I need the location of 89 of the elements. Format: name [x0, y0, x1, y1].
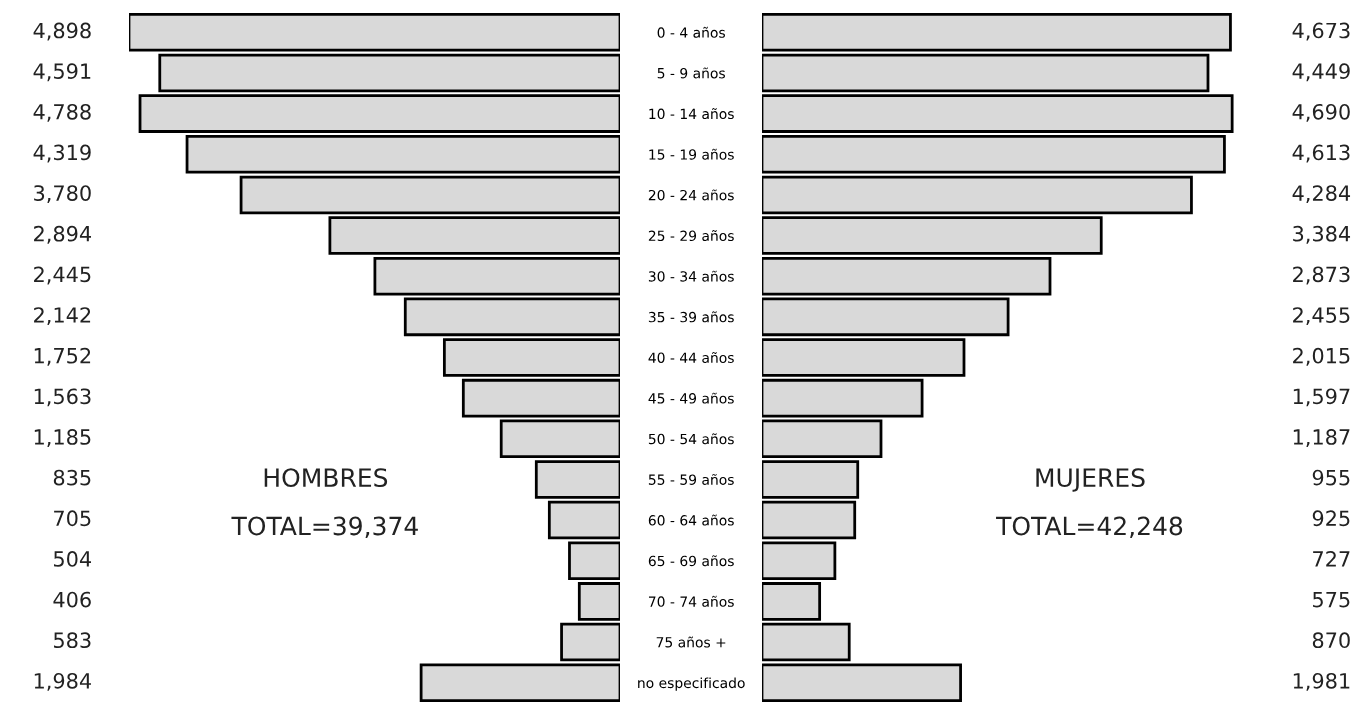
bar [762, 541, 837, 581]
annotation: HOMBRES [264, 468, 388, 488]
data-label: 1,185 [34, 429, 91, 447]
bar [534, 460, 620, 499]
bar [499, 419, 620, 459]
bar [762, 134, 1226, 174]
bar [185, 134, 620, 174]
y-tick-label: 45 - 49 años [648, 392, 734, 404]
data-label: 1,752 [34, 347, 91, 366]
data-label: 2,873 [1293, 266, 1350, 285]
data-label: 2,455 [1293, 307, 1350, 326]
data-label: 4,613 [1292, 144, 1350, 163]
bar [547, 500, 620, 540]
data-label: 3,384 [1293, 225, 1351, 244]
bar [461, 378, 620, 418]
bar [403, 297, 620, 337]
bar [762, 13, 1232, 52]
y-tick-label: 60 - 64 años [648, 514, 734, 526]
data-label: 705 [54, 510, 91, 527]
annotation: TOTAL=42,248 [996, 516, 1183, 538]
y-tick-label: 35 - 39 años [648, 311, 734, 323]
data-label: 504 [54, 551, 92, 567]
data-label: 2,894 [34, 225, 92, 244]
y-tick-label: 65 - 69 años [648, 555, 734, 567]
y-tick-label: 70 - 74 años [648, 595, 734, 607]
bar [762, 419, 883, 459]
bar [577, 582, 620, 621]
data-label: 1,187 [1293, 429, 1350, 447]
bar [762, 94, 1234, 133]
bar [560, 622, 620, 662]
data-label: 1,563 [34, 388, 91, 407]
bar [373, 256, 620, 296]
bar [762, 460, 860, 499]
y-tick-label: 30 - 34 años [648, 270, 734, 282]
bar [762, 53, 1210, 93]
data-label: 2,015 [1293, 347, 1350, 366]
bar [158, 53, 620, 93]
data-label: 4,284 [1292, 185, 1351, 204]
bar [762, 338, 966, 377]
bar [239, 175, 620, 215]
data-label: 4,788 [33, 103, 91, 122]
bar [762, 378, 924, 418]
bar [568, 541, 620, 581]
bar [762, 582, 822, 621]
bar [138, 94, 620, 133]
data-label: 2,445 [34, 266, 91, 285]
data-label: 406 [53, 591, 91, 608]
y-tick-label: 20 - 24 años [648, 189, 734, 201]
bar [328, 216, 620, 255]
y-tick-label: no especificado [638, 677, 745, 691]
annotation: TOTAL=39,374 [231, 516, 418, 538]
y-tick-label: 40 - 44 años [648, 351, 734, 363]
bar [419, 663, 620, 702]
data-label: 583 [54, 632, 91, 649]
y-tick-label: 5 - 9 años [657, 67, 725, 79]
data-label: 727 [1313, 551, 1350, 567]
data-label: 2,142 [34, 307, 91, 326]
data-label: 575 [1313, 591, 1350, 608]
bar [762, 256, 1052, 296]
data-label: 4,673 [1292, 22, 1350, 41]
data-label: 4,319 [33, 144, 91, 163]
y-tick-label: 15 - 19 años [649, 148, 734, 160]
y-tick-label: 0 - 4 años [657, 26, 725, 38]
data-label: 835 [53, 469, 91, 486]
bar [762, 216, 1103, 255]
data-label: 4,690 [1292, 103, 1350, 122]
data-label: 4,591 [33, 63, 91, 82]
annotation: MUJERES [1036, 468, 1145, 492]
data-label: 4,449 [1292, 63, 1350, 82]
data-label: 1,981 [1293, 672, 1350, 691]
data-label: 4,898 [33, 22, 91, 41]
data-label: 925 [1312, 510, 1350, 527]
bar [762, 175, 1193, 215]
data-label: 1,597 [1293, 388, 1350, 407]
bar [762, 622, 851, 662]
data-label: 3,780 [34, 185, 91, 204]
y-tick-label: 50 - 54 años [648, 433, 734, 445]
bar [762, 297, 1010, 337]
bar [762, 663, 962, 702]
y-tick-label: 10 - 14 años [649, 108, 734, 120]
data-label: 955 [1312, 469, 1350, 486]
bar [129, 13, 620, 52]
y-tick-label: 75 años + [656, 636, 726, 648]
y-tick-label: 55 - 59 años [648, 473, 734, 485]
bar [442, 338, 620, 377]
bar [762, 500, 857, 540]
y-tick-label: 25 - 29 años [648, 230, 734, 242]
data-label: 870 [1312, 632, 1350, 649]
data-label: 1,984 [34, 672, 92, 691]
